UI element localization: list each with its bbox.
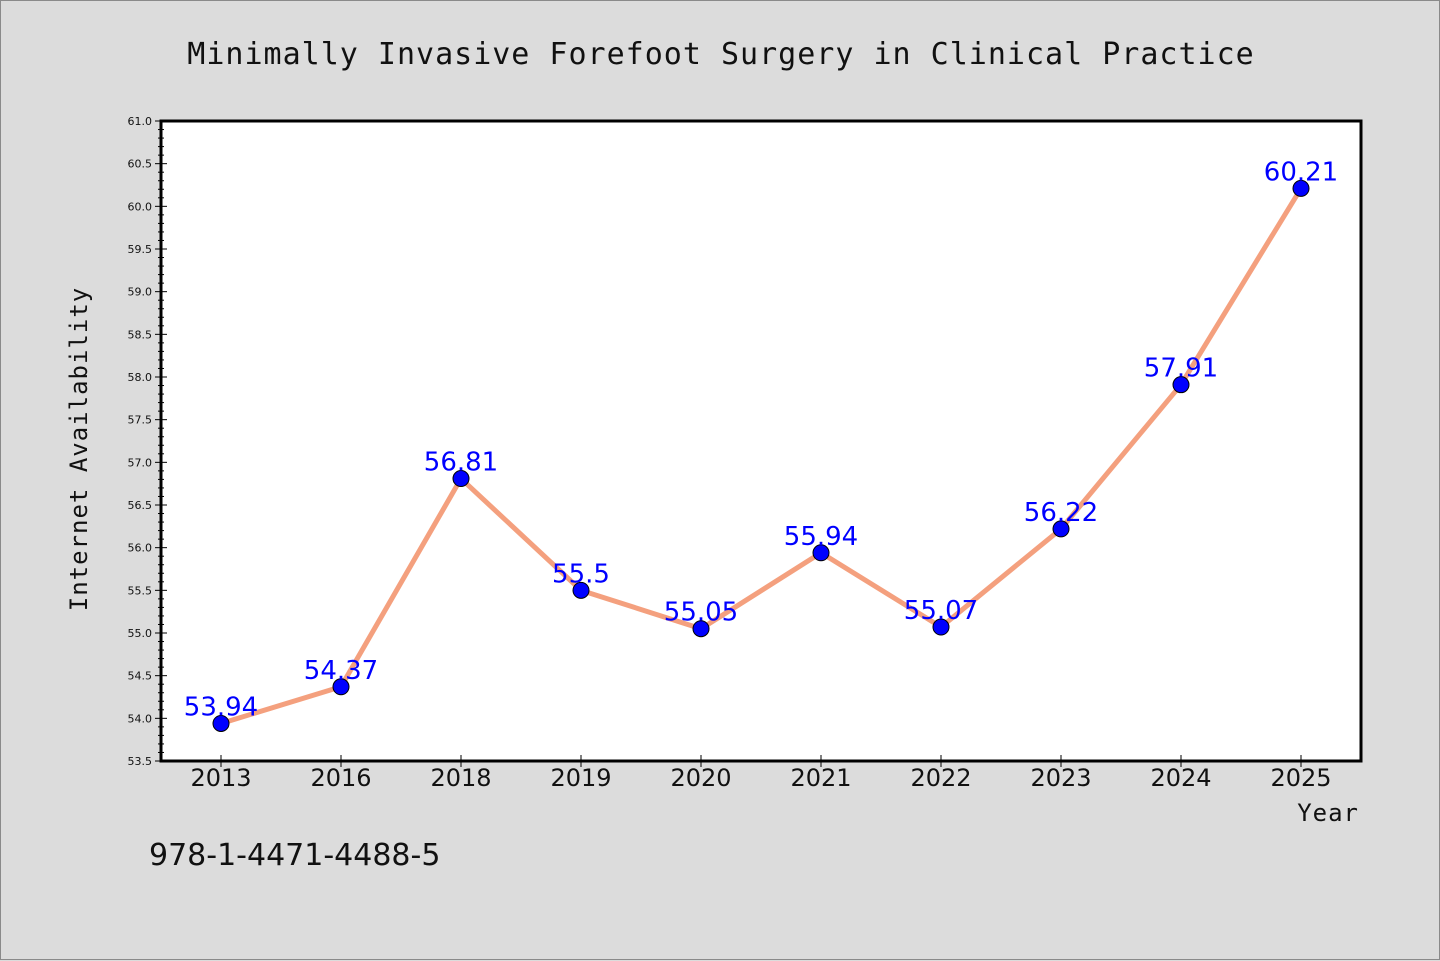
y-tick-label: 54.5	[128, 670, 153, 683]
chart-title: Minimally Invasive Forefoot Surgery in C…	[187, 37, 1254, 72]
y-tick-label: 55.0	[128, 627, 153, 640]
y-tick-label: 58.0	[128, 371, 153, 384]
y-tick-label: 60.0	[128, 200, 153, 213]
y-tick-label: 59.0	[128, 286, 153, 299]
data-point	[932, 618, 950, 636]
y-tick-label: 54.0	[128, 712, 153, 725]
x-tick-label: 2021	[790, 764, 851, 792]
data-label: 60.21	[1264, 157, 1338, 187]
data-point	[1292, 179, 1310, 197]
y-tick-label: 59.5	[128, 243, 153, 256]
y-tick-label: 57.0	[128, 456, 153, 469]
data-label: 56.81	[424, 448, 498, 478]
x-tick-label: 2016	[310, 764, 371, 792]
x-tick-label: 2025	[1270, 764, 1331, 792]
data-point	[572, 581, 590, 599]
y-tick-label: 53.5	[128, 755, 153, 768]
data-point	[332, 678, 350, 696]
x-tick-label: 2020	[670, 764, 731, 792]
data-label: 55.5	[552, 559, 610, 589]
x-tick-label: 2013	[190, 764, 251, 792]
data-point	[812, 544, 830, 562]
y-tick-label: 57.5	[128, 414, 153, 427]
data-label: 54.37	[304, 656, 378, 686]
x-tick-label: 2023	[1030, 764, 1091, 792]
x-axis-label: Year	[1297, 799, 1359, 827]
data-label: 57.91	[1144, 354, 1218, 384]
data-point	[212, 714, 230, 732]
data-point	[452, 470, 470, 488]
y-tick-label: 60.5	[128, 158, 153, 171]
x-tick-label: 2024	[1150, 764, 1211, 792]
y-tick-label: 56.5	[128, 499, 153, 512]
x-tick-label: 2019	[550, 764, 611, 792]
data-label: 55.94	[784, 522, 858, 552]
y-tick-label: 61.0	[128, 115, 153, 128]
y-tick-label: 55.5	[128, 584, 153, 597]
data-point	[1052, 520, 1070, 538]
data-label: 56.22	[1024, 498, 1098, 528]
footer-isbn: 978-1-4471-4488-5	[149, 838, 440, 873]
y-tick-label: 56.0	[128, 542, 153, 555]
data-label: 53.94	[184, 692, 258, 722]
x-axis: 2013 2016 2018 2019 2020 2021 2022 2023 2024 2025	[190, 755, 1332, 792]
data-labels: 53.94 54.37 56.81 55.5 55.05 55.94 55.07 56.22 5…	[184, 157, 1338, 722]
data-label: 55.07	[904, 596, 978, 626]
x-tick-label: 2022	[910, 764, 971, 792]
series-line-group	[212, 179, 1310, 732]
y-axis: 53.5 54.0 54.5 55.0 55.5 56.0 56.5 57.0 57.5 58.0…	[128, 115, 167, 768]
series-line	[220, 187, 1304, 726]
y-tick-label: 58.5	[128, 328, 153, 341]
data-label: 55.05	[664, 598, 738, 628]
data-point	[692, 620, 710, 638]
data-point	[1172, 376, 1190, 394]
y-axis-label: Internet Availability	[65, 287, 93, 611]
x-tick-label: 2018	[430, 764, 491, 792]
